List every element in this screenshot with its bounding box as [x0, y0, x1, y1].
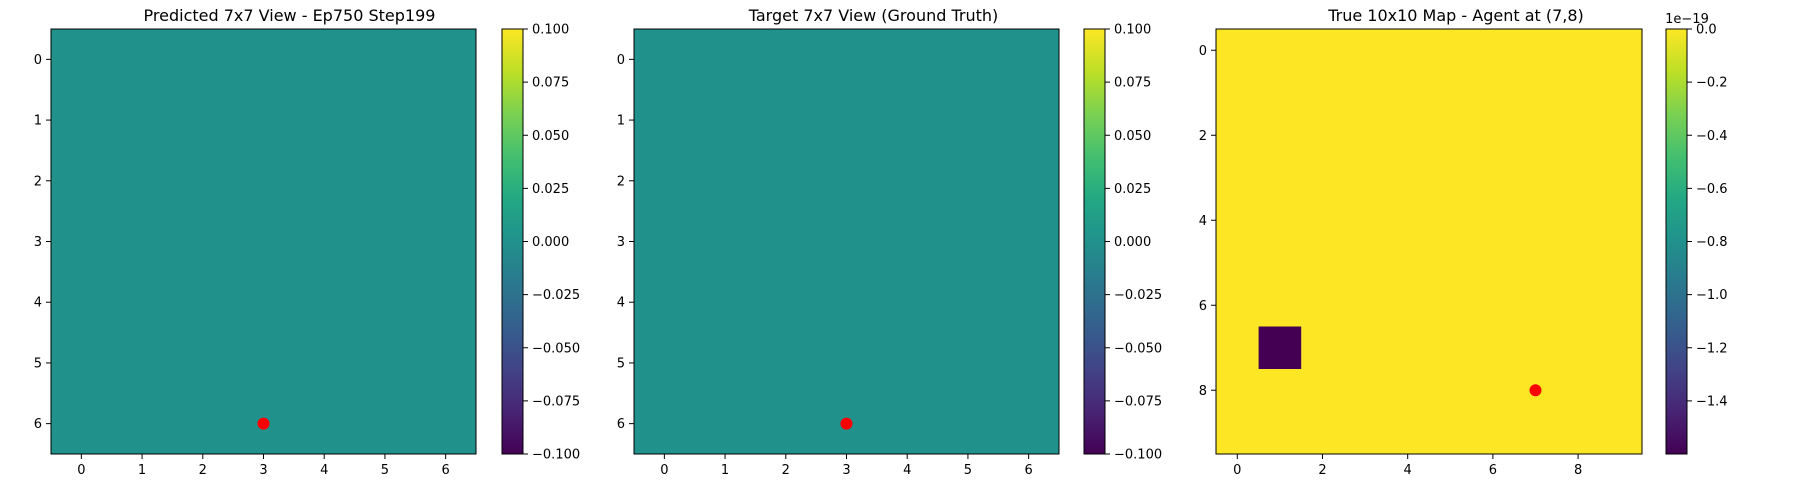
colorbar-tick-label: 0.0	[1696, 23, 1717, 38]
agent-marker	[840, 417, 853, 430]
colorbar-tick-label: −0.075	[532, 394, 580, 409]
heatmap-background	[1216, 29, 1642, 454]
y-tick-label: 4	[1199, 214, 1207, 229]
colorbar: 0.100 0.075 0.050 0.025 0.000 −0.025 −0.050 −0.…	[1083, 23, 1162, 463]
colorbar-gradient	[1666, 29, 1687, 454]
colorbar-tick-label: 0.075	[1114, 76, 1151, 91]
y-tick-label: 6	[1199, 299, 1207, 314]
x-tick-label: 3	[842, 463, 850, 478]
axes-frame	[1215, 28, 1643, 455]
colorbar-gradient	[502, 29, 523, 454]
colorbar-tick-label: −0.075	[1114, 394, 1162, 409]
y-tick-label: 2	[617, 174, 625, 189]
colorbar-tick-label: −0.2	[1696, 76, 1728, 91]
colorbar-tick-label: −0.050	[532, 341, 580, 356]
y-tick-label: 2	[1199, 129, 1207, 144]
x-tick-label: 2	[782, 463, 790, 478]
colorbar-gradient	[1084, 29, 1105, 454]
x-tick-label: 5	[964, 463, 972, 478]
colorbar-tick-label: 0.025	[1114, 182, 1151, 197]
y-tick-label: 4	[617, 296, 625, 311]
x-tick-label: 1	[721, 463, 729, 478]
colorbar-tick-label: 0.050	[532, 129, 569, 144]
heatmap-background	[51, 29, 476, 454]
x-tick-label: 0	[1233, 463, 1241, 478]
heatmap-background	[634, 29, 1059, 454]
colorbar-tick-label: 0.025	[532, 182, 569, 197]
colorbar-tick-label: −0.100	[1114, 448, 1162, 463]
y-tick-label: 8	[1199, 384, 1207, 399]
colorbar-tick-label: 0.100	[532, 23, 569, 38]
x-tick-label: 4	[903, 463, 911, 478]
y-tick-label: 3	[617, 235, 625, 250]
colorbar-tick-label: 0.000	[532, 235, 569, 250]
colorbar-tick-label: 0.000	[1114, 235, 1151, 250]
colorbar-tick-label: −1.4	[1696, 394, 1728, 409]
colorbar-tick-label: 0.050	[1114, 129, 1151, 144]
y-tick-label: 0	[1199, 44, 1207, 59]
panel-true-map: True 10x10 Map - Agent at (7,8) 0 2 4 6 8 0 2 4…	[1199, 6, 1728, 478]
x-tick-label: 5	[381, 463, 389, 478]
colorbar-tick-label: −0.8	[1696, 235, 1728, 250]
x-tick-label: 2	[1318, 463, 1326, 478]
colorbar-tick-label: −0.6	[1696, 182, 1728, 197]
x-tick-label: 2	[199, 463, 207, 478]
colorbar: 0.0 −0.2 −0.4 −0.6 −0.8 −1.0 −1.2 −1.4 1e−19	[1665, 12, 1728, 455]
agent-marker	[257, 417, 270, 430]
x-tick-label: 6	[1025, 463, 1033, 478]
x-tick-label: 6	[442, 463, 450, 478]
x-tick-label: 6	[1489, 463, 1497, 478]
x-tick-label: 0	[77, 463, 85, 478]
colorbar-tick-label: −1.2	[1696, 341, 1728, 356]
y-tick-label: 1	[617, 114, 625, 129]
colorbar-tick-label: −0.050	[1114, 341, 1162, 356]
y-tick-label: 6	[617, 417, 625, 432]
colorbar-scale-label: 1e−19	[1665, 12, 1709, 27]
colorbar-tick-label: −0.100	[532, 448, 580, 463]
x-tick-label: 0	[660, 463, 668, 478]
x-tick-label: 4	[1404, 463, 1412, 478]
colorbar-tick-label: 0.075	[532, 76, 569, 91]
chart-title: Predicted 7x7 View - Ep750 Step199	[144, 6, 436, 25]
y-tick-label: 4	[34, 296, 42, 311]
colorbar: 0.100 0.075 0.050 0.025 0.000 −0.025 −0.050 −0.…	[501, 23, 580, 463]
y-tick-label: 5	[617, 356, 625, 371]
y-tick-label: 1	[34, 114, 42, 129]
x-tick-label: 1	[138, 463, 146, 478]
x-tick-label: 4	[320, 463, 328, 478]
colorbar-tick-label: −0.025	[532, 288, 580, 303]
heatmap-plot: 0 1 2 3 4 5 6 0 1 2 3 4 5 6	[34, 28, 477, 478]
chart-title: True 10x10 Map - Agent at (7,8)	[1327, 6, 1584, 25]
panel-predicted: Predicted 7x7 View - Ep750 Step199 0 1 2 3 4…	[34, 6, 580, 478]
y-tick-label: 6	[34, 417, 42, 432]
chart-title: Target 7x7 View (Ground Truth)	[748, 6, 999, 25]
panel-target: Target 7x7 View (Ground Truth) 0 1 2 3 4 5 6 0 1…	[617, 6, 1162, 478]
colorbar-tick-label: −0.025	[1114, 288, 1162, 303]
colorbar-tick-label: −1.0	[1696, 288, 1728, 303]
x-tick-label: 8	[1574, 463, 1582, 478]
y-tick-label: 3	[34, 235, 42, 250]
y-tick-label: 2	[34, 174, 42, 189]
heatmap-plot: 0 2 4 6 8 0 2 4 6 8	[1199, 28, 1643, 478]
y-tick-label: 0	[34, 53, 42, 68]
y-tick-label: 0	[617, 53, 625, 68]
heatmap-cell	[1258, 326, 1302, 369]
agent-marker	[1529, 384, 1542, 397]
colorbar-tick-label: −0.4	[1696, 129, 1728, 144]
colorbar-tick-label: 0.100	[1114, 23, 1151, 38]
y-tick-label: 5	[34, 356, 42, 371]
heatmap-plot: 0 1 2 3 4 5 6 0 1 2 3 4 5 6	[617, 28, 1060, 478]
x-tick-label: 3	[259, 463, 267, 478]
